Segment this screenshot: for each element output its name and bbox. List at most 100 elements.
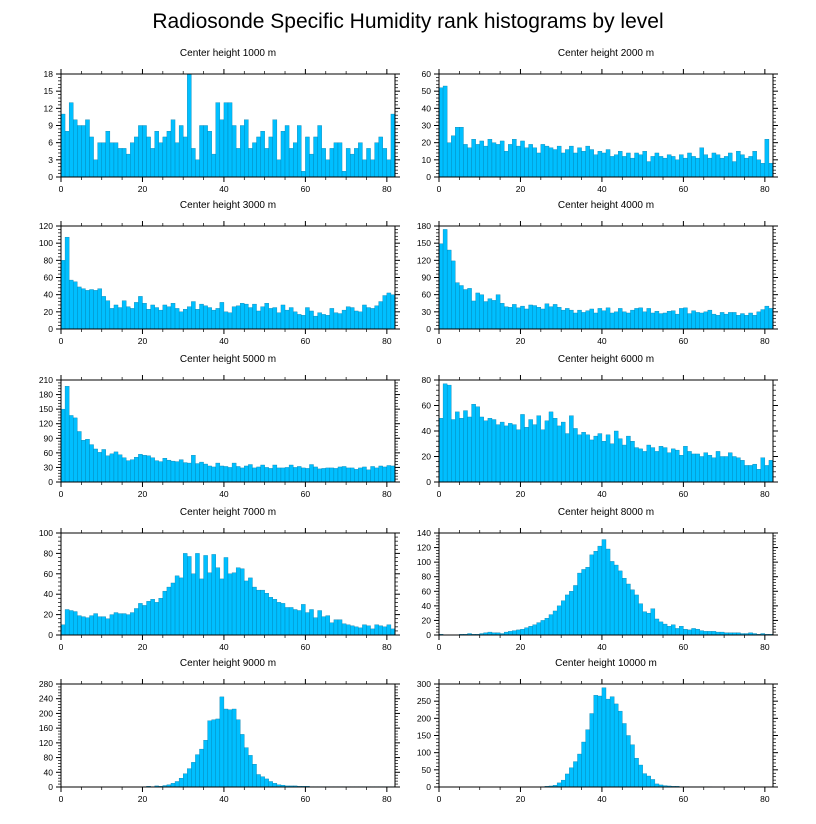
histogram-bar [333,619,339,636]
histogram-bar [211,309,216,330]
histogram-bar [341,466,347,483]
histogram-bar [337,313,343,330]
histogram-bar [503,425,509,483]
histogram-bar [528,144,533,178]
histogram-bar [317,125,322,178]
y-tick-label: 30 [422,121,432,131]
histogram-bar [207,572,212,636]
histogram-bar [508,307,513,330]
histogram-bar [191,148,196,178]
x-tick-label: 20 [516,336,526,346]
histogram-bar [638,448,643,483]
histogram-bar [280,131,286,178]
histogram-bar [374,467,379,483]
histogram-bar [768,460,774,483]
histogram-bar [760,163,766,178]
histogram-bar [618,151,623,178]
histogram-bar [463,410,468,483]
histogram-bar [321,314,326,330]
histogram-bar [630,309,635,330]
histogram-bar [593,154,599,178]
histogram-bar [670,156,676,178]
histogram-bar [536,152,542,178]
histogram-bar [764,139,770,178]
histogram-bar [483,420,489,483]
histogram-bar [170,303,176,330]
y-tick-label: 50 [422,765,432,775]
histogram-bar [203,463,208,483]
histogram-bar [487,418,493,483]
histogram-bar [240,568,245,636]
histogram-bar [613,703,619,788]
histogram-bar [297,466,302,483]
panel-title: Center height 5000 m [180,354,276,365]
y-tick-label: 0 [426,782,431,792]
histogram-bar [64,236,70,330]
histogram-bar [292,142,298,178]
plot-frame [60,532,396,636]
histogram-bar [366,625,371,636]
histogram-bar [60,113,66,178]
histogram-bar [178,577,184,636]
histogram-bar [520,628,525,636]
x-tick-label: 40 [597,184,607,194]
panel-title: Center height 1000 m [180,48,276,59]
x-tick-label: 0 [437,489,442,499]
histogram-bar [227,573,233,636]
histogram-bar [187,768,192,788]
histogram-bar [231,708,237,788]
histogram-bar [121,300,127,330]
histogram-bar [174,575,180,636]
histogram-bar [756,159,761,178]
histogram-bar [256,466,261,483]
y-tick-label: 200 [39,708,53,718]
histogram-bar [101,449,106,483]
histogram-bar [459,127,464,178]
histogram-bar [134,457,139,483]
histogram-bar [451,135,456,178]
histogram-bar [699,312,704,330]
histogram-bar [223,557,229,636]
y-tick-label: 80 [44,548,54,558]
histogram-bar [305,307,310,330]
y-tick-label: 60 [422,69,432,79]
histogram-bar [178,459,184,483]
histogram-bar [366,469,371,483]
histogram-bar [199,578,204,636]
histogram-bar [471,300,476,330]
histogram-bar [670,448,676,483]
histogram-bar [309,609,314,636]
histogram-bar [528,419,533,483]
histogram-bar [284,467,290,483]
histogram-bar [577,434,582,483]
histogram-bar [362,624,367,636]
histogram-bar [605,149,611,178]
histogram-bar [508,631,513,636]
histogram-bar [130,142,135,178]
histogram-bar [569,591,574,636]
histogram-bar [548,411,554,483]
histogram-bar [516,307,521,330]
histogram-bar [597,151,603,178]
histogram-bar [93,290,98,330]
histogram-bar [191,762,196,788]
histogram-bar [97,452,102,483]
histogram-bar [740,460,745,483]
histogram-bar [248,307,253,330]
y-tick-label: 180 [417,221,431,231]
histogram-bar [142,125,147,178]
histogram-bar [370,628,375,636]
histogram-bar [162,136,168,178]
histogram-bar [605,698,611,788]
histogram-bar [446,249,452,330]
y-tick-label: 40 [422,601,432,611]
histogram-bar [642,311,647,330]
histogram-bar [646,612,651,636]
y-tick-label: 300 [417,679,431,689]
y-tick-label: 30 [44,462,54,472]
histogram-bar [231,462,237,483]
histogram-bar [499,140,505,178]
x-tick-label: 60 [301,489,311,499]
histogram-bar [125,306,131,330]
histogram-bar [442,383,448,483]
